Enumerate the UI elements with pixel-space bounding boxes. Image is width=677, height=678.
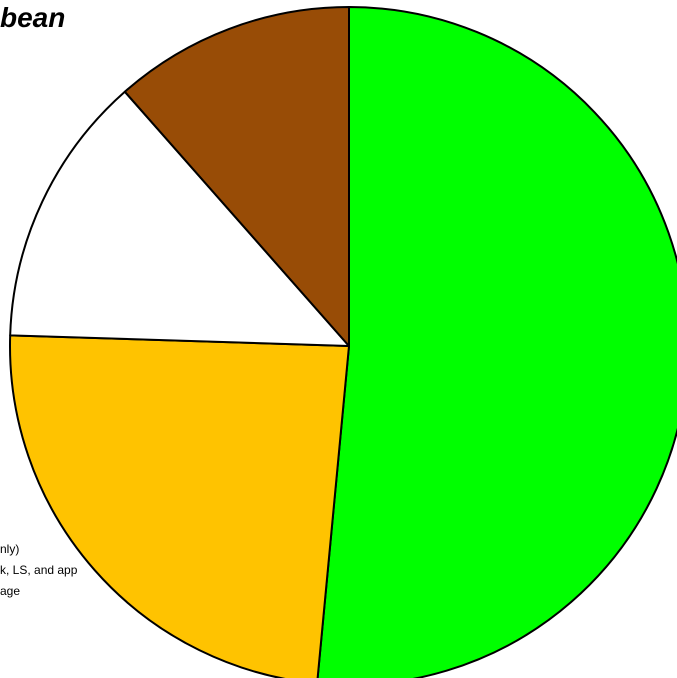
pie-slice-3 [123, 6, 350, 347]
legend-fragment: age [0, 584, 21, 598]
pie-slice-2 [9, 90, 350, 347]
legend-fragment: nly) [0, 542, 20, 556]
legend-fragment: k, LS, and app [0, 563, 78, 577]
pie-slice-0 [316, 6, 677, 678]
pie-slice-1 [9, 334, 350, 678]
chart-title: bean [0, 2, 66, 33]
